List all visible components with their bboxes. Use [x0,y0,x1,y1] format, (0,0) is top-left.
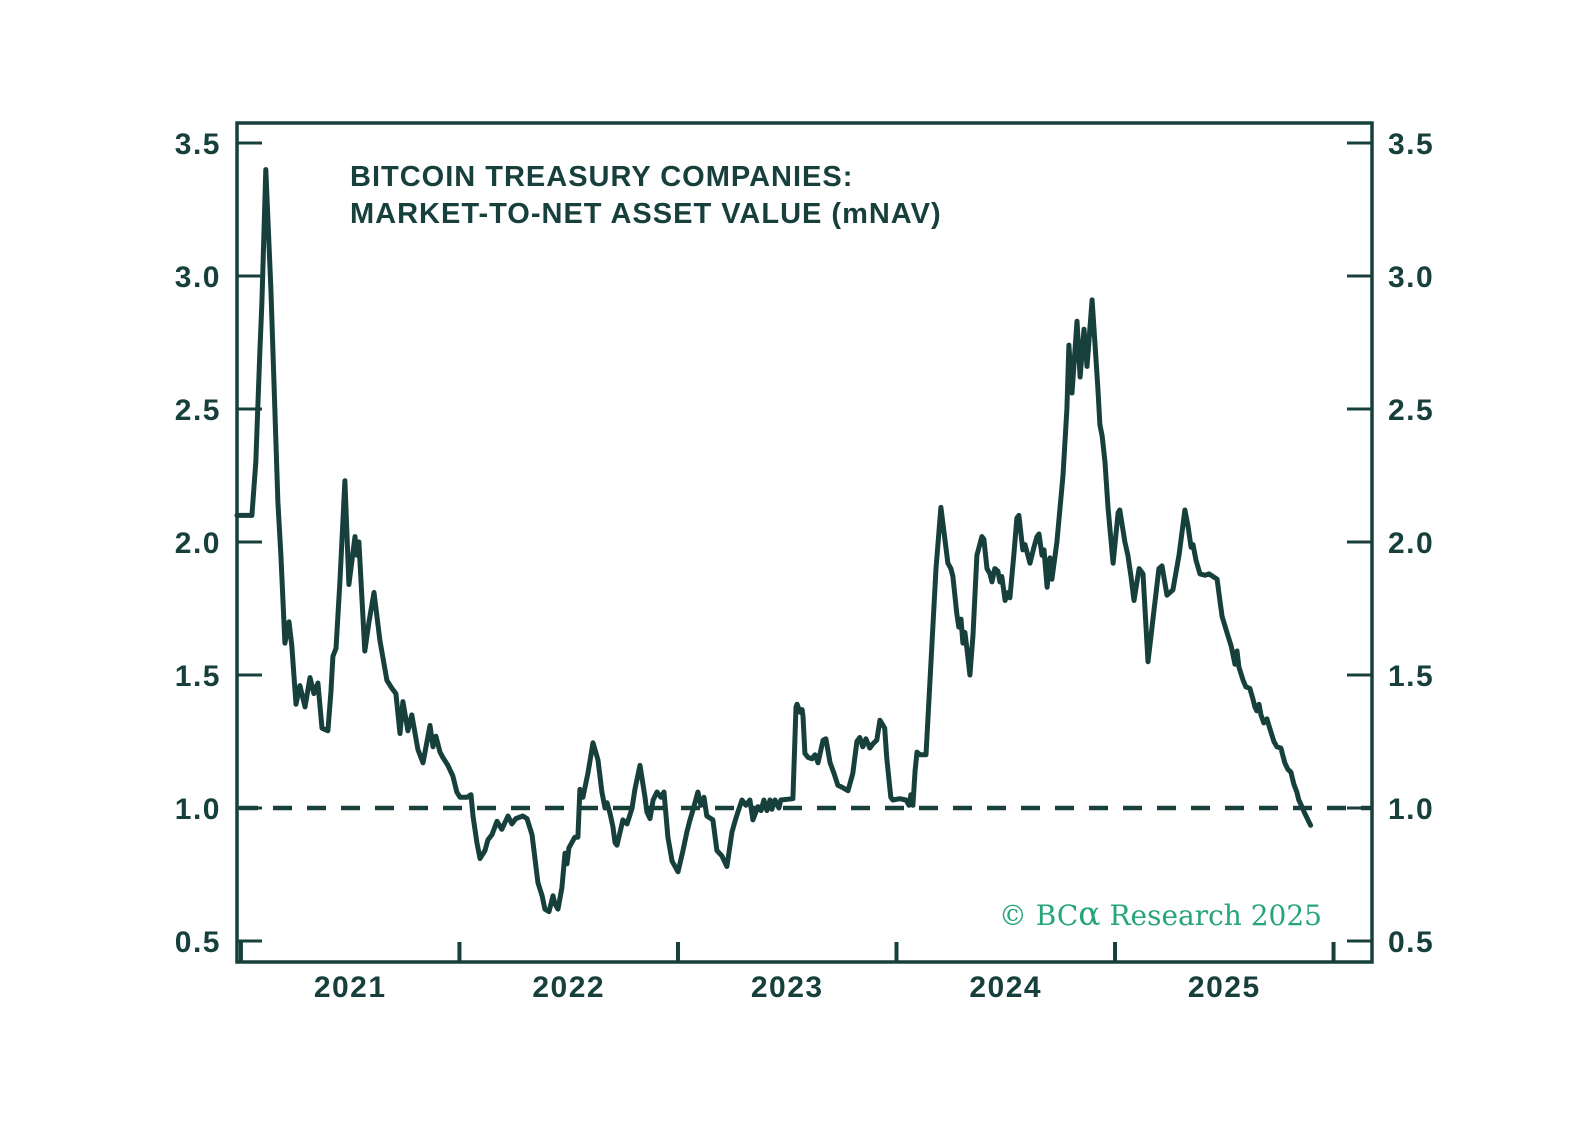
chart-title-line2: MARKET-TO-NET ASSET VALUE (mNAV) [350,198,942,230]
x-year-label: 2024 [969,971,1042,1004]
mnav-series-line [234,167,1314,915]
y-axis-right: 0.5 1.0 1.5 2.0 2.5 3.0 3.5 [1347,128,1434,959]
x-year-label: 2025 [1188,971,1261,1004]
copyright-suffix: Research 2025 [1101,899,1322,932]
y-tick-label-left: 3.5 [175,128,221,161]
y-tick-label-left: 1.0 [175,793,221,826]
chart-title-line1: BITCOIN TREASURY COMPANIES: [350,161,853,193]
copyright-prefix: © BC [999,899,1078,932]
copyright-alpha-glyph: α [1078,894,1100,933]
y-tick-label-left: 3.0 [175,261,221,294]
y-tick-label-right: 2.5 [1388,394,1434,427]
x-axis: 2021 2022 2023 2024 2025 [238,942,1336,1004]
x-year-label: 2022 [532,971,605,1004]
y-tick-label-right: 3.5 [1388,128,1434,161]
y-tick-label-left: 1.5 [175,660,221,693]
y-axis-left: 0.5 1.0 1.5 2.0 2.5 3.0 3.5 [175,128,262,959]
copyright-text: © BCα Research 2025 [999,894,1322,933]
plot-frame [235,121,1374,964]
plot-border [235,121,1374,964]
y-tick-label-left: 2.5 [175,394,221,427]
y-tick-label-right: 2.0 [1388,527,1434,560]
y-tick-label-left: 0.5 [175,926,221,959]
y-tick-label-right: 0.5 [1388,926,1434,959]
x-year-label: 2023 [751,971,824,1004]
y-tick-label-right: 3.0 [1388,261,1434,294]
y-tick-label-right: 1.0 [1388,793,1434,826]
y-tick-label-right: 1.5 [1388,660,1434,693]
x-year-label: 2021 [314,971,387,1004]
y-tick-label-left: 2.0 [175,527,221,560]
